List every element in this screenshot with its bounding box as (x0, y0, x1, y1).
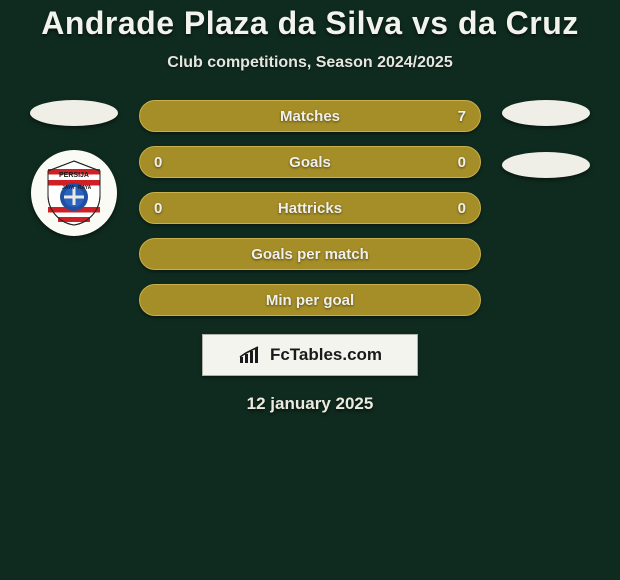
player-right-avatar-placeholder (502, 100, 590, 126)
club-badge-right-placeholder (502, 152, 590, 178)
stat-left-value: 0 (154, 154, 190, 171)
left-player-col: PERSIJA JAYA RAYA (29, 100, 119, 316)
brand-text: FcTables.com (270, 345, 382, 365)
stat-row-matches: Matches 7 (139, 100, 481, 132)
right-player-col (501, 100, 591, 316)
stat-row-hattricks: 0 Hattricks 0 (139, 192, 481, 224)
brand-watermark[interactable]: FcTables.com (202, 334, 418, 376)
svg-text:JAYA: JAYA (62, 185, 75, 191)
svg-text:RAYA: RAYA (78, 185, 92, 191)
main-row: PERSIJA JAYA RAYA Matches 7 0 Goals 0 (0, 100, 620, 316)
stat-row-goals-per-match: Goals per match (139, 238, 481, 270)
subtitle: Club competitions, Season 2024/2025 (0, 54, 620, 72)
stat-label: Goals per match (190, 246, 430, 263)
date-label: 12 january 2025 (0, 394, 620, 414)
stat-row-goals: 0 Goals 0 (139, 146, 481, 178)
stat-label: Matches (190, 108, 430, 125)
stat-right-value: 0 (430, 154, 466, 171)
stat-label: Min per goal (190, 292, 430, 309)
persija-badge-icon: PERSIJA JAYA RAYA (38, 157, 110, 229)
svg-text:PERSIJA: PERSIJA (59, 172, 89, 179)
bars-icon (238, 345, 266, 365)
club-badge-left: PERSIJA JAYA RAYA (31, 150, 117, 236)
stats-column: Matches 7 0 Goals 0 0 Hattricks 0 Goals … (139, 100, 481, 316)
comparison-card: Andrade Plaza da Silva vs da Cruz Club c… (0, 0, 620, 580)
stat-row-min-per-goal: Min per goal (139, 284, 481, 316)
page-title: Andrade Plaza da Silva vs da Cruz (0, 5, 620, 42)
stat-right-value: 0 (430, 200, 466, 217)
stat-left-value: 0 (154, 200, 190, 217)
stat-right-value: 7 (430, 108, 466, 125)
stat-label: Hattricks (190, 200, 430, 217)
stat-label: Goals (190, 154, 430, 171)
player-left-avatar-placeholder (30, 100, 118, 126)
